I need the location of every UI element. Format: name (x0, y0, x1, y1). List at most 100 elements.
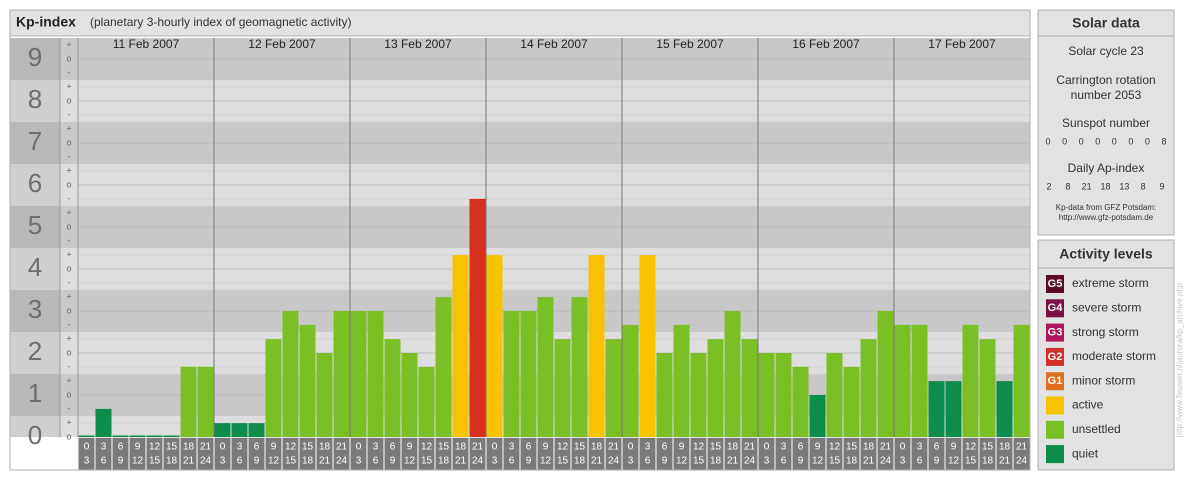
hour-label: 6 (934, 442, 940, 453)
hour-label: 18 (863, 442, 875, 453)
y-tick-label: 7 (28, 126, 42, 156)
y-sub-label: + (66, 81, 71, 91)
hour-label: 3 (509, 442, 515, 453)
x-tick-label: 13 Feb 2007 (384, 37, 452, 51)
bar (860, 339, 877, 437)
hour-label: 15 (710, 442, 722, 453)
chart-title: Kp-index (16, 14, 76, 30)
hour-label: 18 (166, 456, 178, 467)
bar (605, 339, 622, 437)
y-sub-label: + (66, 249, 71, 259)
y-sub-label: o (66, 389, 71, 399)
solar-text: 8 (1161, 136, 1166, 146)
y-tick-label: 5 (28, 210, 42, 240)
bar (996, 381, 1013, 437)
hour-label: 9 (934, 456, 940, 467)
x-tick-label: 16 Feb 2007 (792, 37, 860, 51)
hour-label: 9 (118, 456, 124, 467)
y-sub-label: - (68, 235, 71, 245)
hour-cell (809, 438, 826, 470)
hour-label: 18 (319, 442, 331, 453)
solar-text: number 2053 (1071, 88, 1142, 102)
bar (928, 381, 945, 437)
bar (265, 339, 282, 437)
frame (9, 9, 1031, 471)
solar-text: 2 (1046, 181, 1051, 191)
hour-label: 6 (526, 442, 532, 453)
hour-label: 9 (815, 442, 821, 453)
legend-code: G1 (1048, 375, 1063, 387)
hour-label: 18 (438, 456, 450, 467)
hour-label: 12 (948, 456, 960, 467)
legend-swatch (1046, 372, 1064, 391)
hour-label: 6 (390, 442, 396, 453)
hour-label: 12 (676, 456, 688, 467)
hour-cell (673, 438, 690, 470)
hour-label: 18 (183, 442, 195, 453)
bar (826, 353, 843, 437)
bar (248, 423, 265, 437)
hour-cell (996, 438, 1013, 470)
x-tick-label: 14 Feb 2007 (520, 37, 588, 51)
hour-cell (571, 438, 588, 470)
hour-cell (843, 438, 860, 470)
bar (401, 353, 418, 437)
x-tick-label: 11 Feb 2007 (113, 37, 180, 51)
hour-label: 9 (135, 442, 141, 453)
y-sub-label: - (68, 193, 71, 203)
legend-code: G3 (1048, 327, 1063, 339)
hour-cell (265, 438, 282, 470)
y-sub-label: + (66, 207, 71, 217)
hour-label: 6 (917, 456, 923, 467)
bar (180, 366, 197, 437)
hour-label: 9 (254, 456, 260, 467)
hour-label: 21 (319, 456, 331, 467)
hour-label: 9 (543, 442, 549, 453)
hour-label: 21 (608, 442, 620, 453)
hour-label: 0 (84, 442, 90, 453)
title-bar (9, 9, 1031, 37)
hour-cell (945, 438, 962, 470)
hour-cell (690, 438, 707, 470)
legend-swatch (1046, 299, 1064, 318)
y-sub-label: o (66, 305, 71, 315)
bar (282, 311, 299, 437)
hour-label: 21 (200, 442, 212, 453)
hour-label: 15 (982, 442, 994, 453)
y-sub-label: + (66, 165, 71, 175)
y-sub-label: - (68, 151, 71, 161)
solar-text: 18 (1100, 181, 1110, 191)
hour-label: 15 (421, 456, 433, 467)
hour-label: 21 (1016, 442, 1028, 453)
y-sub-label: + (66, 123, 71, 133)
hour-cell (605, 438, 622, 470)
bar (1013, 324, 1030, 437)
hour-label: 15 (846, 442, 858, 453)
hour-label: 12 (557, 442, 569, 453)
bar (775, 353, 792, 437)
level-cell (10, 332, 60, 374)
y-sub-label: o (66, 431, 71, 441)
bar (503, 311, 520, 437)
hour-label: 6 (254, 442, 260, 453)
hour-label: 9 (271, 442, 277, 453)
y-sub-label: o (66, 179, 71, 189)
level-cell (10, 248, 60, 290)
hour-cell (350, 438, 367, 470)
solar-text: 0 (1095, 136, 1100, 146)
legend-swatch (1046, 396, 1064, 415)
solar-text: 21 (1082, 181, 1092, 191)
bar (673, 324, 690, 437)
chart-subtitle: (planetary 3-hourly index of geomagnetic… (90, 15, 351, 29)
bar (384, 339, 401, 437)
hour-label: 18 (982, 456, 994, 467)
hour-label: 18 (455, 442, 467, 453)
bar (146, 435, 163, 437)
hour-cell (197, 438, 214, 470)
hour-label: 24 (880, 456, 892, 467)
x-tick-label: 12 Feb 2007 (248, 37, 316, 51)
solar-text: 0 (1145, 136, 1150, 146)
hour-cell (248, 438, 265, 470)
